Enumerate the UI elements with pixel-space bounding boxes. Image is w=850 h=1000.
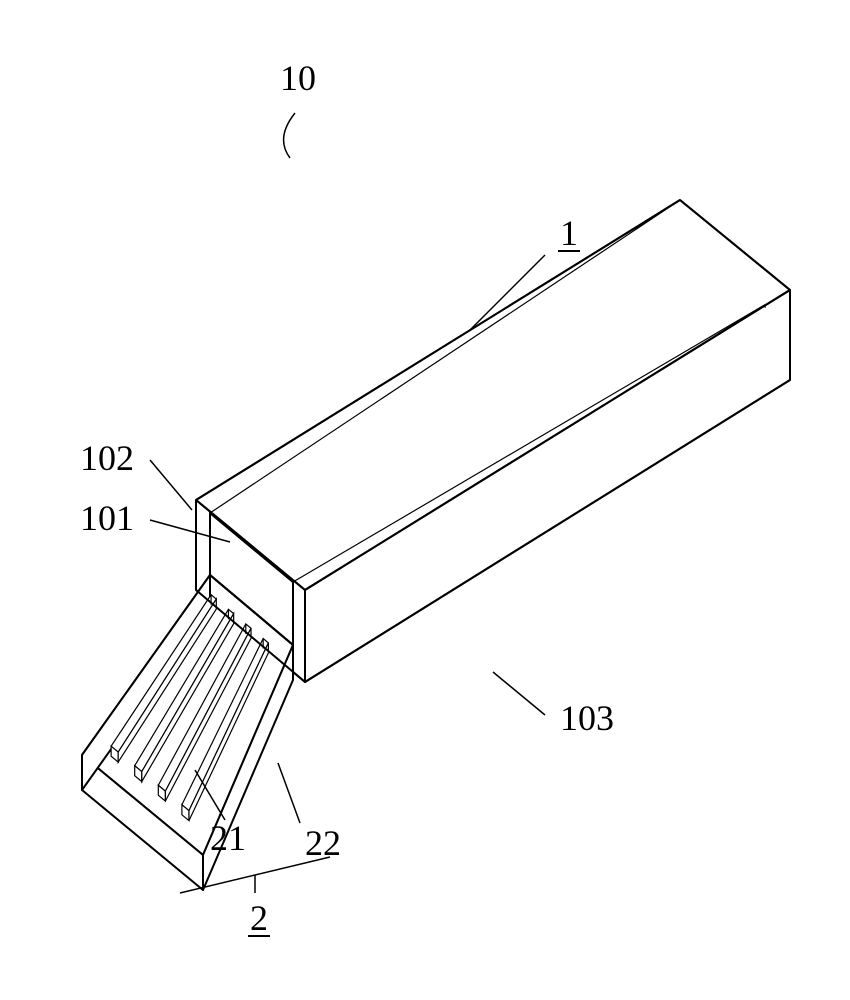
label-wall-left: 102	[80, 438, 134, 478]
leader-wall-left	[150, 460, 192, 510]
leader-assembly	[284, 113, 295, 158]
label-housing: 1	[560, 213, 578, 253]
label-wall-right: 103	[560, 698, 614, 738]
leader-rib	[278, 763, 300, 823]
label-rib: 22	[305, 823, 341, 863]
leader-wall-right	[493, 672, 545, 715]
label-insert: 2	[250, 898, 268, 938]
label-plate: 21	[210, 818, 246, 858]
label-assembly: 10	[280, 58, 316, 98]
label-top-inner: 101	[80, 498, 134, 538]
